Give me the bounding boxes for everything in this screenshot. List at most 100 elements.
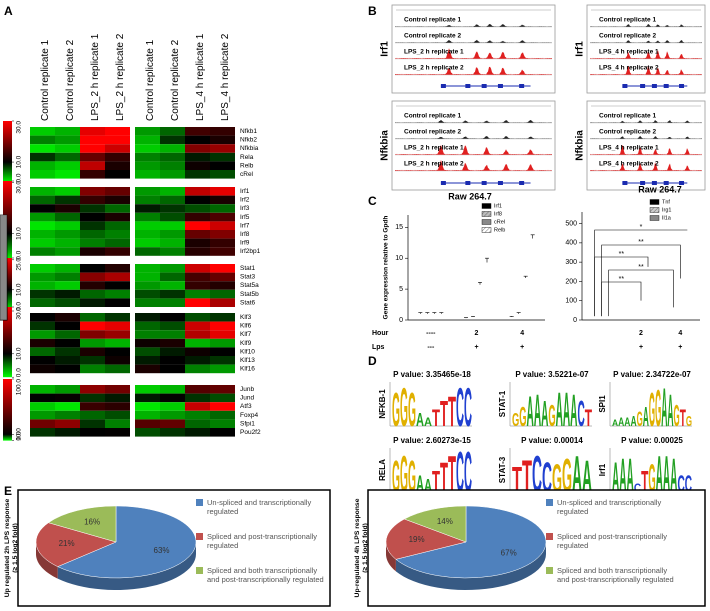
logo-letter: C [456,439,464,504]
logo-letter: A [424,416,432,429]
heatmap-cell [210,330,235,339]
legend-swatch [481,203,492,209]
track-label: LPS_4 h replicate 2 [599,65,659,72]
heatmap-cell [80,170,105,179]
heatmap-cell [160,152,185,162]
scale-label: 10.0 [16,283,23,296]
heatmap-cell [80,272,105,282]
heatmap-cell [210,281,235,290]
logo-letter: T [680,403,686,431]
heatmap-cell [160,338,185,348]
signal-track [590,50,702,59]
heatmap-cell [185,264,210,273]
gene-label: Irf3 [240,205,250,212]
heatmap-cell [135,338,160,348]
heatmap-cell [80,393,105,403]
heatmap-cell [55,212,80,222]
gene-label: Klf13 [240,357,255,364]
y-tick-label: 0 [399,317,403,324]
signal-track [590,119,702,123]
heatmap-cell [80,247,105,256]
scale-label: 0.0 [16,250,23,259]
legend-swatch [546,499,553,506]
panel-label: D [368,354,377,368]
logo-letter: T [585,404,593,431]
heatmap-cell [210,356,235,365]
logo-letter: A [556,383,563,437]
heatmap-cell [80,187,105,196]
heatmap-cell [30,313,55,322]
error-bar [516,312,521,314]
scale-label: 0.0 [16,173,23,182]
heatmap-cell [135,195,160,205]
color-scale [3,121,12,183]
heatmap-cell [105,170,130,179]
heatmap-cell [185,281,210,290]
legend-item: Spliced and both transcriptionally and p… [546,566,681,584]
legend-swatch [481,219,492,225]
heatmap-cell [185,272,210,282]
heatmap-cell [135,127,160,136]
heatmap-cell [160,364,185,374]
heatmap-cell [55,419,80,428]
track-label: LPS_4 h replicate 2 [599,161,659,168]
logo-letter: A [572,447,582,504]
track-label: Control replicate 2 [599,33,656,40]
heatmap-cell [30,428,55,437]
heatmap-cell [105,356,130,365]
heatmap-cell [185,204,210,213]
logo-letter: G [552,457,562,501]
heatmap-cell [135,393,160,403]
heatmap-cell [55,187,80,196]
logo-letter: A [661,379,667,439]
heatmap-cell [185,187,210,196]
heatmap-cell [80,385,105,394]
scale-label: 0.0 [16,302,23,311]
scale-label: 30.0 [16,121,23,134]
heatmap-cell [80,347,105,356]
logo-letter: C [542,453,552,501]
gene-label: Stat3 [240,274,256,281]
heatmap-cell [185,152,210,162]
gene-label: Klf9 [240,340,252,347]
logo-letter: G [649,383,655,437]
exon [465,181,471,185]
heatmap-cell [160,187,185,196]
heatmap-cell [105,204,130,213]
browser-panel [391,100,556,191]
logo-letter: C [464,439,472,504]
heatmap-cell [185,321,210,331]
heatmap-cell [80,204,105,213]
heatmap-cell [55,338,80,348]
legend-swatch [546,567,553,574]
y-axis-label: Gene expression relative to Gpdh [383,216,390,320]
heatmap-cell [185,161,210,170]
heatmap-cell [135,247,160,256]
heatmap-cell [105,402,130,411]
chart-title: Raw 264.7 [448,191,492,201]
heatmap-cell [135,212,160,222]
logo-letter: A [612,418,619,428]
heatmap-cell [55,321,80,331]
pie-value-label: 63% [154,546,170,555]
legend-item: Spliced and post-transcriptionally regul… [196,532,331,550]
lps-label: + [678,344,682,351]
error-bar [485,257,489,263]
heatmap-cell [105,144,130,153]
heatmap-cell [30,281,55,290]
heatmap-cell [135,419,160,428]
heatmap-cell [105,247,130,256]
heatmap-cell [185,238,210,248]
heatmap-cell [80,330,105,339]
heatmap-cell [160,221,185,230]
exon [440,84,446,88]
track-label: LPS_2 h replicate 1 [404,145,464,152]
heatmap-cell [135,330,160,339]
color-scale [3,181,12,260]
error-bar [439,312,444,314]
signal-track [395,39,552,43]
heatmap-cell [105,230,130,239]
gene-label: Nfkb2 [240,137,257,144]
gene-label: Sfpi1 [240,420,255,427]
